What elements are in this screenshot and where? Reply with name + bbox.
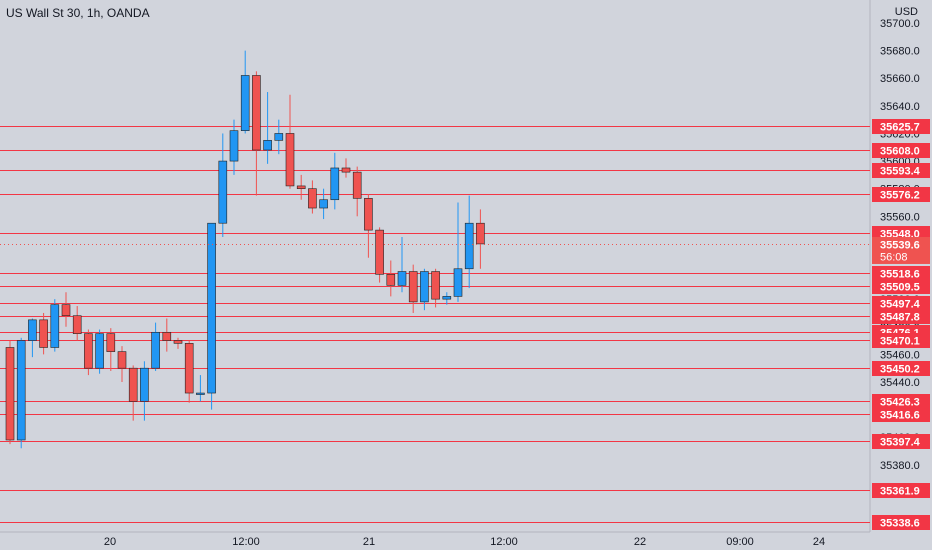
level-badge <box>872 483 930 498</box>
candle-body <box>128 367 138 402</box>
candle-body <box>252 75 261 151</box>
x-tick-label: 12:00 <box>232 536 260 548</box>
level-badge <box>872 266 930 281</box>
level-badge <box>872 361 930 376</box>
x-tick-label: 12:00 <box>490 536 518 548</box>
level-label: 35450.2 <box>880 364 920 376</box>
y-tick-label: 35700.0 <box>880 18 920 30</box>
level-badge <box>872 333 930 348</box>
level-label: 35497.4 <box>880 299 921 311</box>
candle-body <box>240 75 250 131</box>
candle-body <box>207 222 216 394</box>
currency-unit: USD <box>894 6 918 18</box>
candle-body <box>274 133 284 141</box>
candle-body <box>117 351 127 369</box>
y-tick-label: 35680.0 <box>880 46 920 58</box>
candle-body <box>420 271 429 303</box>
level-label: 35397.4 <box>880 437 921 449</box>
x-tick-label: 09:00 <box>726 536 754 548</box>
level-badge <box>872 187 930 202</box>
candle-body <box>184 343 194 394</box>
level-badge <box>872 407 930 422</box>
candle-body <box>285 133 295 187</box>
candle-body <box>151 331 160 369</box>
candle-body <box>408 271 418 303</box>
candle-body <box>453 268 463 297</box>
candle-body <box>16 340 26 441</box>
level-label: 35593.4 <box>880 166 921 178</box>
candle-body <box>308 188 317 209</box>
level-badge <box>872 394 930 409</box>
candle-body <box>95 333 104 369</box>
candle-body <box>39 319 48 348</box>
candle-body <box>263 140 272 151</box>
candle-body <box>5 347 15 441</box>
level-label: 35576.2 <box>880 190 920 202</box>
symbol-title[interactable]: US Wall St 30, 1h, OANDA <box>6 6 150 20</box>
y-tick-label: 35640.0 <box>880 101 920 113</box>
level-label: 35338.6 <box>880 518 920 530</box>
level-label: 35361.9 <box>880 486 920 498</box>
candle-body <box>173 340 183 344</box>
current-price-label: 35539.6 <box>880 239 920 251</box>
candle-body <box>476 222 485 245</box>
candle-body <box>196 392 205 395</box>
candle-body <box>464 222 474 270</box>
candle-body <box>28 319 37 341</box>
candle-body <box>50 304 60 348</box>
level-badge <box>872 163 930 178</box>
candle-body <box>140 367 149 402</box>
level-badge <box>872 143 930 158</box>
level-label: 35625.7 <box>880 122 920 134</box>
y-tick-label: 35380.0 <box>880 460 920 472</box>
y-tick-label: 35660.0 <box>880 73 920 85</box>
candle-body <box>375 229 384 275</box>
candle-body <box>72 315 82 334</box>
level-badge <box>872 296 930 311</box>
candle-body <box>386 273 396 286</box>
level-label: 35487.8 <box>880 312 920 324</box>
candle-body <box>431 271 440 300</box>
level-badge <box>872 515 930 530</box>
level-badge <box>872 119 930 134</box>
candle-body <box>229 130 239 162</box>
x-tick-label: 20 <box>104 536 116 548</box>
level-label: 35608.0 <box>880 146 920 158</box>
level-label: 35426.3 <box>880 397 920 409</box>
level-label: 35470.1 <box>880 336 920 348</box>
candle-body <box>330 167 340 201</box>
candle-body <box>61 304 71 317</box>
y-tick-label: 35440.0 <box>880 377 920 389</box>
candle-body <box>162 331 172 341</box>
candle-body <box>364 198 373 231</box>
y-tick-label: 35560.0 <box>880 211 920 223</box>
candle-body <box>341 167 351 173</box>
candle-body <box>442 296 452 300</box>
candle-body <box>296 185 306 189</box>
x-tick-label: 24 <box>813 536 825 548</box>
level-badge <box>872 309 930 324</box>
candle-body <box>84 333 93 369</box>
candle-body <box>397 271 407 286</box>
countdown-label: 56:08 <box>880 251 908 263</box>
level-badge <box>872 434 930 449</box>
level-label: 35416.6 <box>880 410 920 422</box>
candle-body <box>319 199 328 209</box>
level-label: 35509.5 <box>880 282 920 294</box>
candle-body <box>106 333 116 352</box>
level-label: 35518.6 <box>880 269 920 281</box>
x-tick-label: 22 <box>634 536 646 548</box>
y-tick-label: 35460.0 <box>880 349 920 361</box>
x-tick-label: 21 <box>363 536 375 548</box>
level-badge <box>872 279 930 294</box>
candle-body <box>218 160 228 224</box>
candle-body <box>352 171 362 199</box>
current-price-badge <box>872 236 930 264</box>
